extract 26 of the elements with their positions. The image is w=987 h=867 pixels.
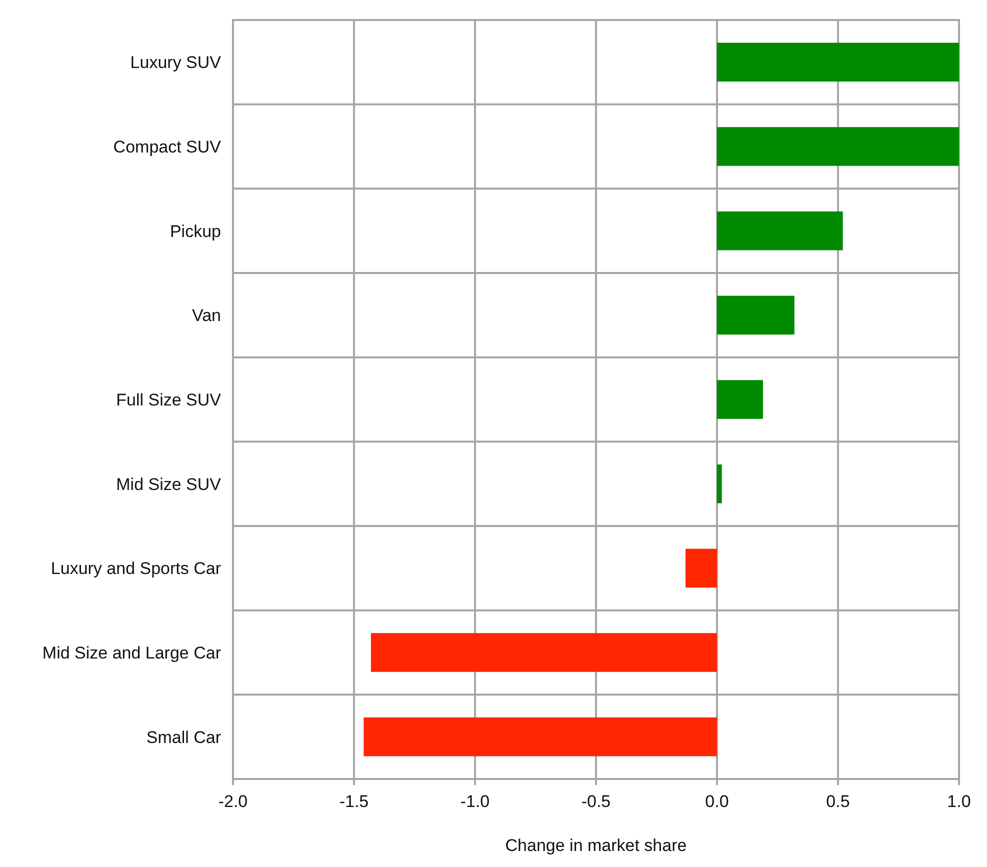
x-tick-label: 1.0 (947, 792, 971, 811)
bar (717, 464, 722, 504)
y-tick-label: Luxury and Sports Car (50, 559, 222, 578)
y-tick-label: Mid Size and Large Car (42, 643, 222, 662)
x-tick-label: -0.5 (581, 792, 611, 811)
x-tick-label: 0.0 (705, 792, 729, 811)
x-axis-title: Change in market share (505, 836, 687, 855)
x-tick-label: -1.5 (339, 792, 369, 811)
y-tick-label: Van (192, 306, 221, 326)
bar (717, 42, 959, 82)
bar (686, 548, 717, 588)
y-tick-label: Full Size SUV (116, 390, 222, 410)
y-tick-label: Small Car (146, 728, 222, 747)
x-tick-label: -1.0 (460, 792, 490, 811)
bar (717, 127, 959, 166)
x-tick-label: -2.0 (218, 792, 248, 811)
bar (717, 296, 794, 335)
bar (370, 633, 717, 672)
bar (364, 717, 717, 756)
y-tick-label: Mid Size SUV (116, 474, 222, 494)
y-tick-label: Compact SUV (113, 137, 222, 156)
bar (717, 211, 843, 250)
x-tick-label: 0.5 (826, 792, 850, 811)
y-tick-label: Pickup (170, 222, 221, 241)
bar (717, 380, 763, 419)
y-tick-label: Luxury SUV (130, 53, 222, 72)
